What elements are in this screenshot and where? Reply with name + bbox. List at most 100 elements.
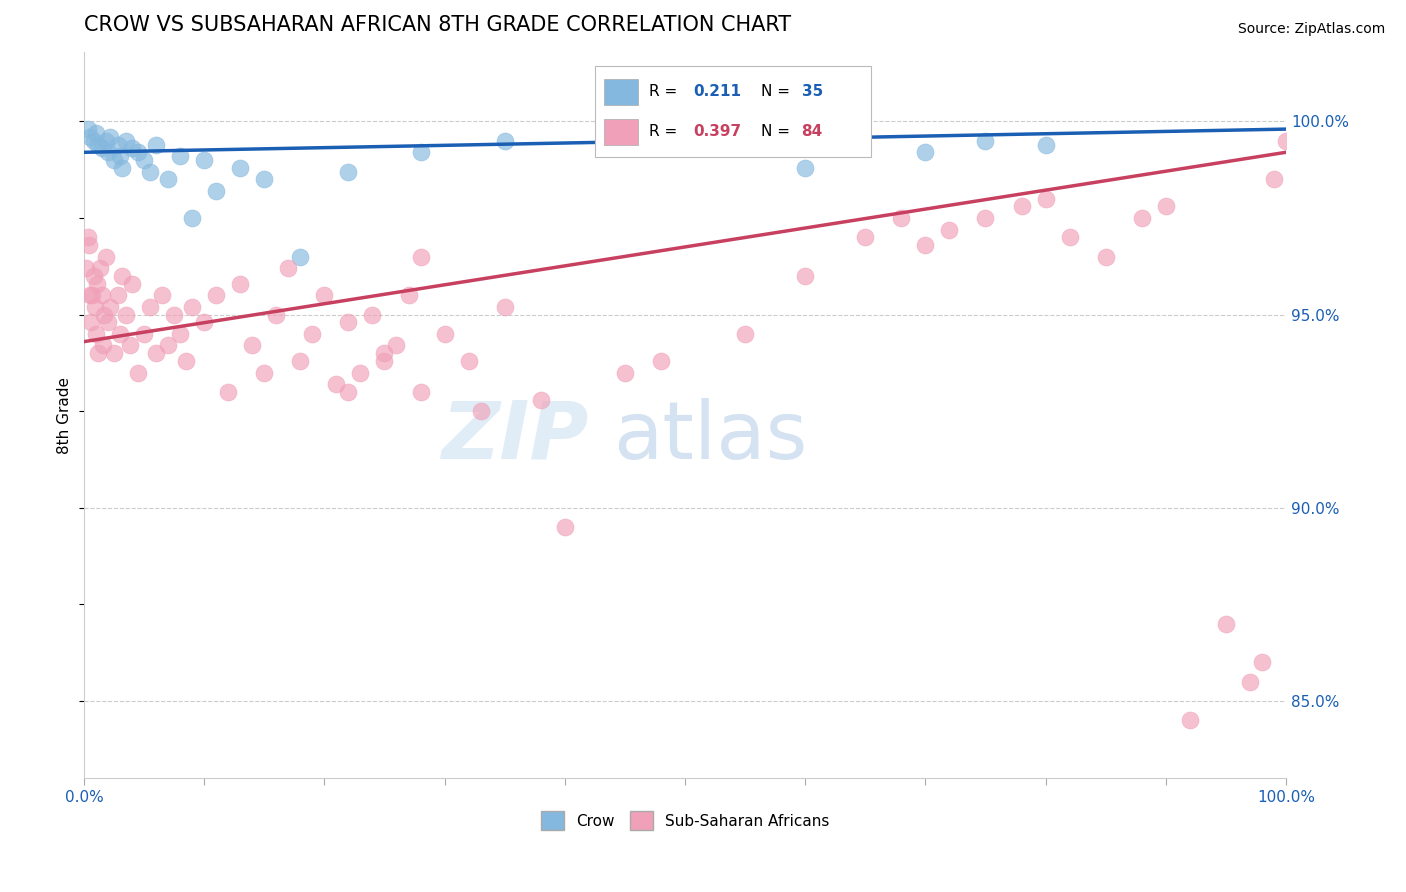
Point — [107, 137, 129, 152]
Point — [277, 261, 299, 276]
Point — [433, 326, 456, 341]
Point — [1035, 137, 1057, 152]
Point — [100, 129, 122, 144]
Point — [91, 141, 114, 155]
Point — [613, 366, 636, 380]
Text: R =: R = — [650, 124, 678, 139]
Text: 0.211: 0.211 — [693, 84, 741, 99]
Point — [1215, 616, 1237, 631]
Point — [349, 366, 371, 380]
Point — [914, 238, 936, 252]
Point — [205, 288, 228, 302]
Point — [290, 354, 312, 368]
Point — [853, 230, 876, 244]
Point — [163, 308, 186, 322]
Point — [290, 250, 312, 264]
Point — [253, 366, 276, 380]
Point — [229, 161, 252, 175]
Point — [93, 308, 115, 322]
Text: 0.397: 0.397 — [693, 124, 741, 139]
Point — [174, 354, 197, 368]
Point — [409, 384, 432, 399]
Point — [108, 149, 131, 163]
Point — [103, 153, 125, 167]
Point — [409, 145, 432, 160]
Point — [76, 122, 98, 136]
Point — [325, 377, 347, 392]
Point — [118, 338, 141, 352]
Point — [494, 300, 516, 314]
Point — [673, 141, 696, 155]
Point — [181, 300, 204, 314]
Point — [89, 261, 111, 276]
Point — [115, 134, 138, 148]
Point — [157, 172, 180, 186]
Point — [1011, 199, 1033, 213]
Point — [301, 326, 323, 341]
Text: N =: N = — [761, 124, 790, 139]
Point — [361, 308, 384, 322]
Point — [97, 315, 120, 329]
Point — [554, 520, 576, 534]
Point — [127, 366, 149, 380]
Point — [115, 308, 138, 322]
Point — [111, 161, 134, 175]
Point — [385, 338, 408, 352]
Point — [337, 164, 360, 178]
Point — [650, 354, 672, 368]
Point — [266, 308, 288, 322]
Point — [734, 326, 756, 341]
Text: ZIP: ZIP — [441, 398, 589, 475]
Point — [121, 277, 143, 291]
Point — [337, 384, 360, 399]
Point — [132, 326, 155, 341]
Point — [83, 300, 105, 314]
Point — [157, 338, 180, 352]
Point — [94, 250, 117, 264]
Point — [87, 137, 110, 152]
Point — [87, 346, 110, 360]
Point — [77, 238, 100, 252]
Point — [1178, 713, 1201, 727]
Point — [193, 315, 215, 329]
Point — [84, 126, 107, 140]
Point — [107, 288, 129, 302]
Point — [108, 326, 131, 341]
Point — [1275, 134, 1298, 148]
Point — [80, 315, 103, 329]
Point — [100, 300, 122, 314]
Point — [91, 338, 114, 352]
Point — [1035, 192, 1057, 206]
Point — [470, 404, 492, 418]
Point — [84, 326, 107, 341]
Point — [139, 300, 162, 314]
Point — [974, 211, 997, 225]
Point — [82, 288, 104, 302]
Point — [914, 145, 936, 160]
Point — [373, 354, 395, 368]
Point — [111, 268, 134, 283]
FancyBboxPatch shape — [595, 66, 872, 157]
Point — [169, 149, 191, 163]
Point — [79, 129, 101, 144]
Point — [139, 164, 162, 178]
Point — [217, 384, 239, 399]
Point — [457, 354, 479, 368]
Point — [145, 137, 167, 152]
Point — [83, 134, 105, 148]
FancyBboxPatch shape — [605, 78, 638, 105]
Point — [94, 134, 117, 148]
Point — [229, 277, 252, 291]
Point — [1263, 172, 1285, 186]
Point — [974, 134, 997, 148]
Point — [91, 288, 114, 302]
Point — [193, 153, 215, 167]
Text: R =: R = — [650, 84, 678, 99]
Point — [398, 288, 420, 302]
Point — [145, 346, 167, 360]
Point — [86, 277, 108, 291]
Point — [75, 261, 97, 276]
Point — [794, 268, 817, 283]
Text: Source: ZipAtlas.com: Source: ZipAtlas.com — [1237, 22, 1385, 37]
Point — [1130, 211, 1153, 225]
